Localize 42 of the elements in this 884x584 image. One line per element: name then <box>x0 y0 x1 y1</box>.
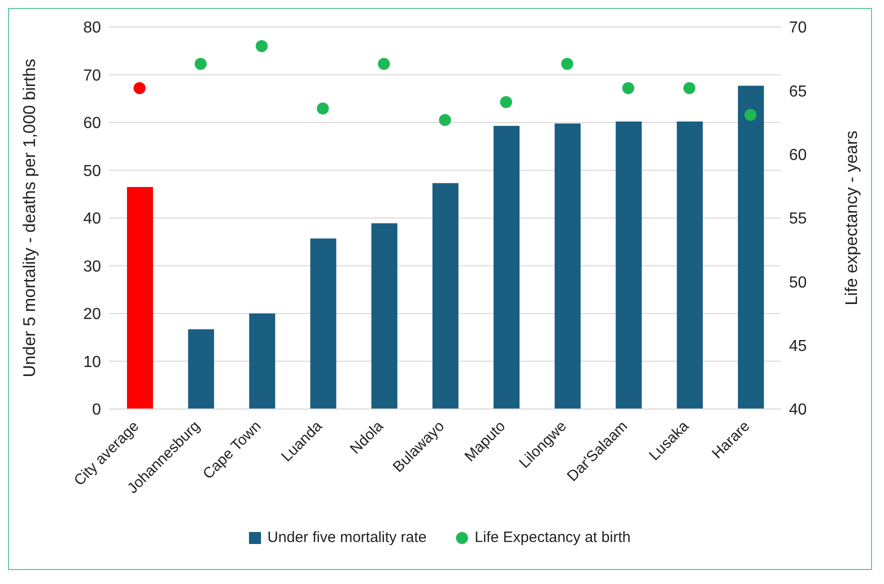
point <box>744 108 756 121</box>
y2-tick-label: 60 <box>789 147 807 164</box>
y-tick-label: 40 <box>83 210 102 228</box>
bar <box>127 186 153 409</box>
y-tick-label: 20 <box>83 306 102 324</box>
y-tick-label: 50 <box>83 162 102 180</box>
y2-tick-label: 65 <box>789 83 807 100</box>
point <box>500 96 512 108</box>
y-tick-label: 0 <box>92 402 102 419</box>
y-tick-label: 60 <box>83 115 102 132</box>
bar <box>554 123 581 409</box>
point <box>561 58 574 70</box>
y-tick-label: 10 <box>83 354 102 371</box>
point <box>134 82 146 94</box>
y-tick-label: 30 <box>83 258 102 276</box>
legend-label: Under five mortality rate <box>267 529 427 546</box>
bar <box>371 223 398 409</box>
y2-tick-label: 50 <box>789 274 807 292</box>
legend-label: Life Expectancy at birth <box>474 529 631 546</box>
point <box>256 40 268 52</box>
point <box>194 58 207 70</box>
y-tick-label: 70 <box>83 67 102 84</box>
y2-tick-label: 45 <box>789 338 807 356</box>
y2-axis-title: Life expectancy - years <box>842 130 862 306</box>
point <box>316 102 329 114</box>
point <box>439 114 451 126</box>
y-tick-label: 80 <box>83 20 102 37</box>
point <box>683 82 696 94</box>
bar <box>188 329 214 409</box>
bar <box>494 126 520 409</box>
bar <box>676 122 703 409</box>
y2-tick-label: 55 <box>789 210 807 228</box>
point <box>378 58 390 70</box>
bar <box>616 122 642 409</box>
y2-tick-label: 40 <box>789 402 807 419</box>
bar <box>310 238 336 409</box>
point <box>622 82 634 94</box>
bar <box>432 183 458 409</box>
bar <box>738 86 764 409</box>
y2-tick-label: 70 <box>789 20 807 37</box>
bar <box>249 314 276 409</box>
y-axis-title: Under 5 mortality - deaths per 1,000 births <box>20 58 40 378</box>
